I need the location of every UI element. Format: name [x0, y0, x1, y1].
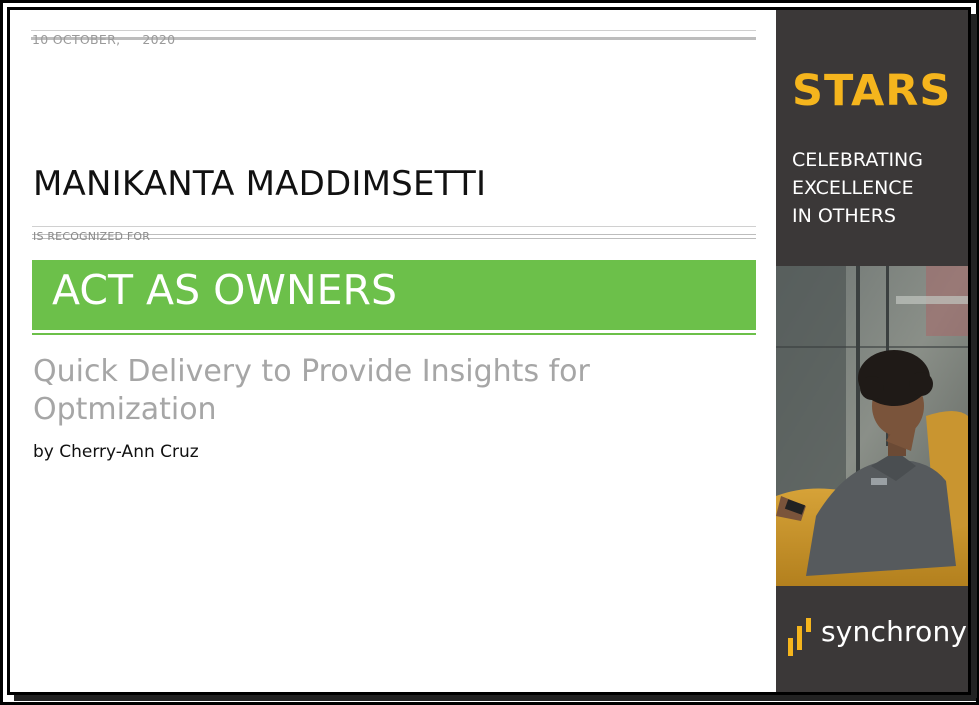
- certificate: 10 OCTOBER, 2020 MANIKANTA MADDIMSETTI IS…: [7, 7, 971, 695]
- recognized-label: IS RECOGNIZED FOR: [33, 230, 151, 243]
- sidebar-panel: STARS CELEBRATING EXCELLENCE IN OTHERS: [776, 10, 968, 692]
- date-year: 2020: [142, 32, 176, 47]
- date-rule: [31, 37, 756, 40]
- date-day-month: 10 OCTOBER,: [32, 32, 121, 47]
- program-tagline: CELEBRATING EXCELLENCE IN OTHERS: [792, 146, 962, 230]
- brand-name: synchrony: [821, 615, 968, 648]
- nominator: by Cherry-Ann Cruz: [33, 442, 199, 462]
- value-banner: ACT AS OWNERS: [32, 260, 756, 330]
- recognized-rule-lower: [32, 238, 756, 239]
- tagline-line: IN OTHERS: [792, 205, 896, 227]
- synchrony-logo-icon: [788, 618, 811, 656]
- recognized-top-rule: [32, 226, 756, 227]
- frame-shadow-bottom: [14, 695, 976, 701]
- value-title: ACT AS OWNERS: [52, 266, 398, 314]
- award-date: 10 OCTOBER, 2020: [32, 32, 175, 47]
- program-title: STARS: [792, 66, 952, 116]
- tagline-line: EXCELLENCE: [792, 177, 914, 199]
- recognized-rule: [32, 234, 756, 235]
- certificate-body: 10 OCTOBER, 2020 MANIKANTA MADDIMSETTI IS…: [10, 10, 776, 692]
- frame-shadow-right: [971, 14, 977, 698]
- tagline-line: CELEBRATING: [792, 149, 923, 171]
- date-top-rule: [31, 30, 756, 31]
- value-banner-underline: [32, 333, 756, 335]
- hero-photo: [776, 266, 968, 586]
- recognition-reason: Quick Delivery to Provide Insights for O…: [33, 354, 590, 427]
- recipient-name: MANIKANTA MADDIMSETTI: [33, 164, 487, 204]
